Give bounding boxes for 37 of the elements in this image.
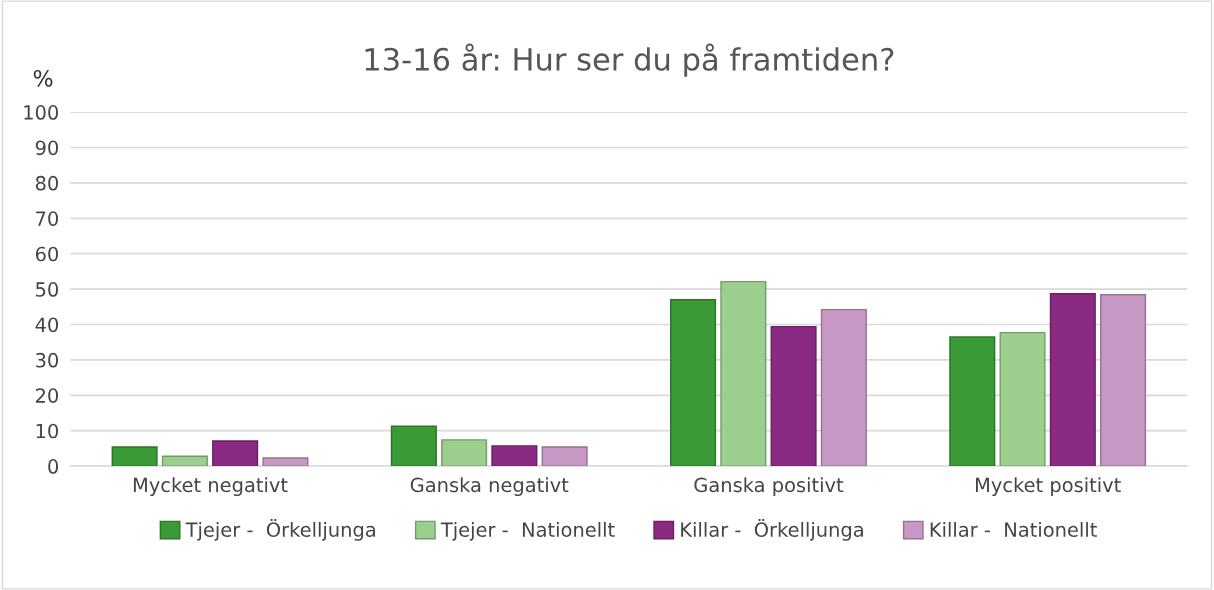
y-tick-label: 100 (24, 105, 59, 120)
bar (491, 445, 538, 467)
bar (441, 439, 488, 467)
y-tick-label: 30 (36, 352, 59, 368)
legend-label: Tjejer - Örkelljunga (185, 519, 375, 541)
y-tick-label: 0 (48, 459, 59, 474)
x-tick-label: Ganska negativt (410, 477, 569, 497)
x-tick-label: Ganska positivt (694, 477, 844, 497)
y-tick-label: 70 (36, 211, 59, 226)
bar (720, 280, 767, 467)
bar (111, 446, 158, 467)
x-tick-label: Mycket positivt (975, 477, 1121, 497)
y-tick-label: 20 (35, 388, 59, 403)
y-tick-label: 80 (35, 175, 59, 191)
bar (212, 440, 259, 467)
y-tick-label: 90 (35, 140, 59, 156)
legend-label: Killar - Örkelljunga (681, 519, 863, 541)
bar (262, 457, 309, 467)
chart-title: 13-16 år: Hur ser du på framtiden? (365, 43, 894, 77)
bar (541, 446, 588, 467)
y-tick-label: 60 (35, 246, 59, 262)
bar (1100, 294, 1147, 467)
y-tick-label: 40 (35, 317, 59, 333)
bar (999, 331, 1046, 467)
bar (1049, 293, 1096, 467)
bar (161, 455, 208, 467)
bar (949, 336, 996, 467)
y-tick-label: 10 (36, 423, 59, 439)
y-tick-label: 50 (36, 282, 59, 297)
y-axis-title: % (33, 69, 53, 87)
bar (670, 299, 717, 467)
legend-label: Killar - Nationellt (930, 521, 1097, 537)
x-tick-label: Mycket negativt (133, 477, 288, 497)
bar (770, 325, 817, 467)
bar (390, 425, 437, 467)
bar (820, 308, 867, 467)
legend-label: Tjejer - Nationellt (440, 521, 615, 541)
